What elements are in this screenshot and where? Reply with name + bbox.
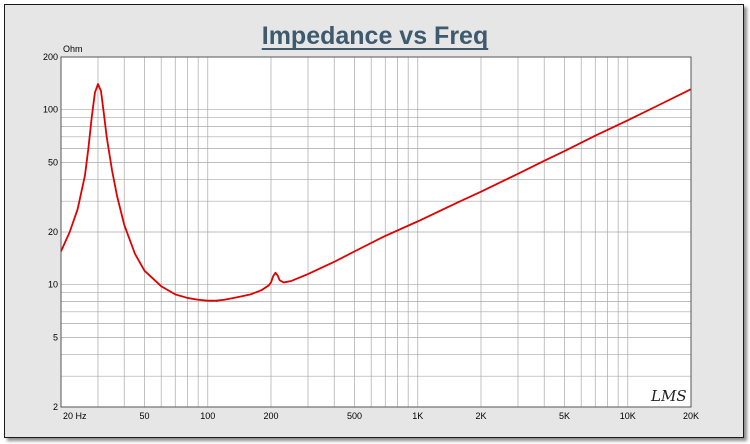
x-tick-label: 20 Hz [63, 411, 87, 421]
plot-border [60, 56, 692, 408]
x-tick-label: 500 [347, 411, 362, 421]
x-tick-label: 20K [683, 411, 699, 421]
lms-watermark: LMS [650, 387, 687, 405]
y-axis-label: Ohm [63, 44, 83, 54]
x-tick-label: 50 [140, 411, 150, 421]
x-tick-label: 100 [200, 411, 215, 421]
impedance-curve [60, 83, 692, 302]
y-tick-label: 10 [48, 280, 58, 290]
y-tick-label: 50 [48, 157, 58, 167]
x-tick-label: 2K [475, 411, 486, 421]
x-tick-label: 200 [263, 411, 278, 421]
chart-title: Impedance vs Freq [262, 22, 488, 50]
x-tick-labels: 20 Hz 50 100 200 500 1K 2K 5K 10K 20K [63, 411, 699, 421]
y-tick-labels: 2 5 10 20 50 100 200 [43, 52, 58, 412]
impedance-chart: Impedance vs Freq Ohm 2 5 10 20 50 100 200 20 … [43, 22, 699, 421]
y-tick-label: 2 [53, 402, 58, 412]
grid [61, 57, 691, 407]
y-tick-label: 20 [48, 227, 58, 237]
x-tick-label: 1K [412, 411, 423, 421]
chart-frame: Impedance vs Freq Ohm 2 5 10 20 50 100 200 20 … [4, 4, 744, 438]
x-tick-label: 10K [620, 411, 636, 421]
y-tick-label: 100 [43, 105, 58, 115]
x-tick-label: 5K [559, 411, 570, 421]
y-tick-label: 200 [43, 52, 58, 62]
y-tick-label: 5 [53, 332, 58, 342]
